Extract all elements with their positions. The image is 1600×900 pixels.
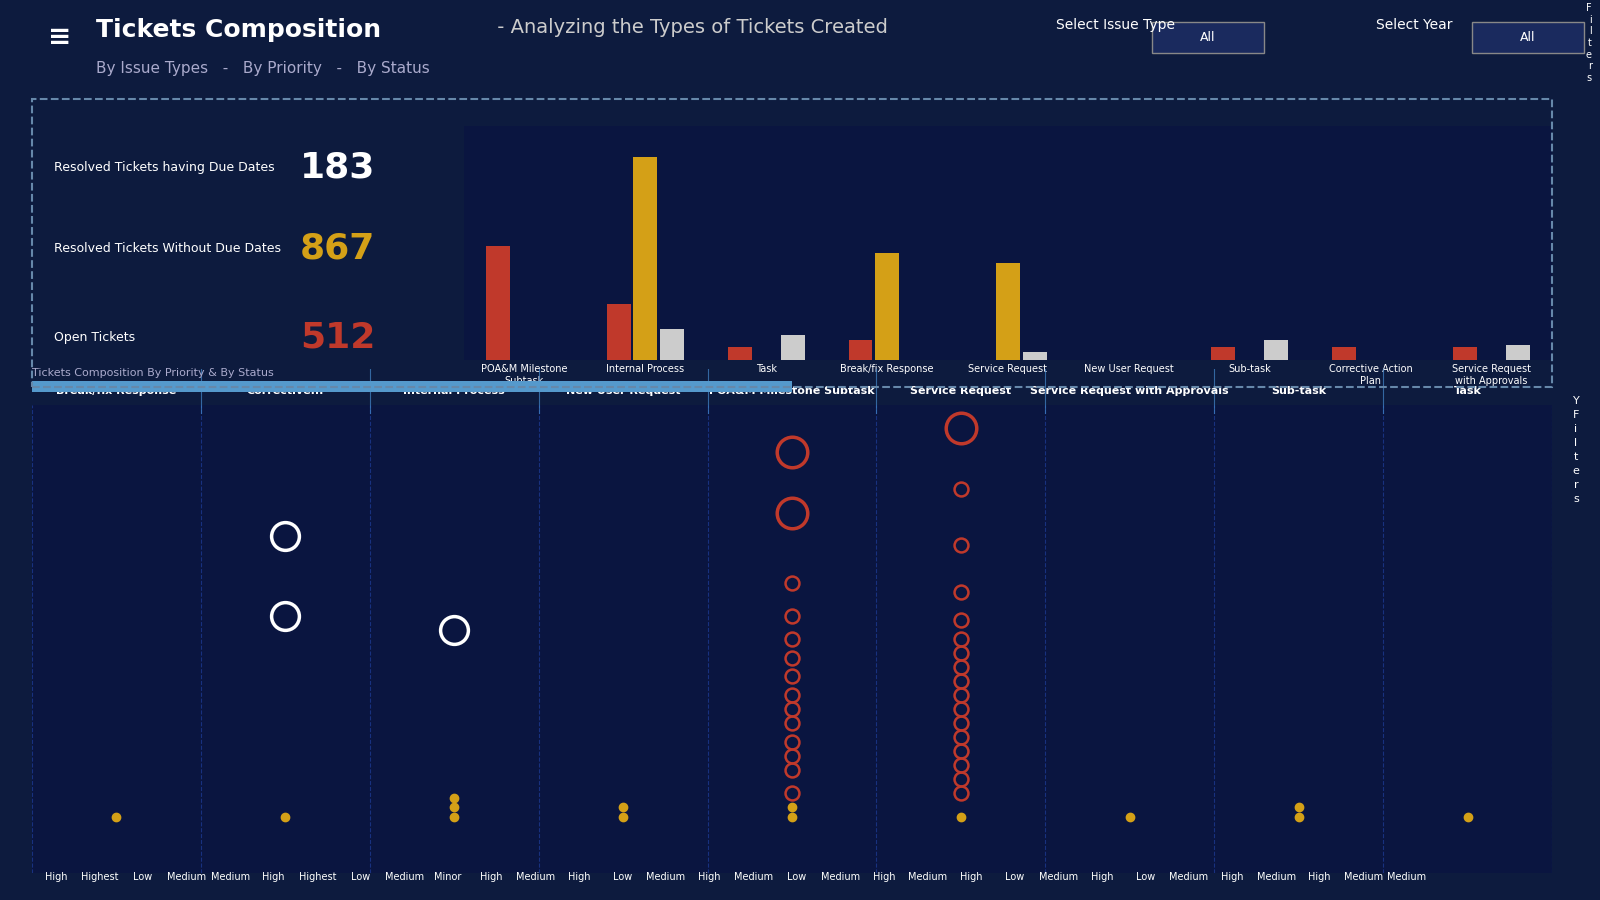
Text: Minor: Minor [434,872,462,882]
Text: Medium: Medium [1170,872,1208,882]
Bar [848,339,872,360]
Text: Medium: Medium [1256,872,1296,882]
Bar [1211,347,1235,360]
Bar [659,329,683,360]
Text: Y
F
i
l
t
e
r
s: Y F i l t e r s [1586,0,1592,83]
Text: Medium: Medium [646,872,685,882]
Text: Open Tickets: Open Tickets [54,331,134,344]
Text: High: High [45,872,67,882]
Text: Medium: Medium [1344,872,1382,882]
FancyBboxPatch shape [1152,22,1264,52]
Bar [1453,347,1477,360]
Bar [1264,339,1288,360]
Text: Highest: Highest [80,872,118,882]
Text: Low: Low [1005,872,1024,882]
Text: Y
F
i
l
t
e
r
s: Y F i l t e r s [1573,396,1579,504]
Text: Select Year: Select Year [1376,18,1453,32]
Bar [1022,353,1046,360]
Bar [781,335,805,360]
Bar [875,253,899,360]
Text: High: High [872,872,894,882]
Text: POA&M Milestone Subtask: POA&M Milestone Subtask [709,386,875,397]
Text: Low: Low [613,872,632,882]
Text: By Issue Types   -   By Priority   -   By Status: By Issue Types - By Priority - By Status [96,61,430,76]
Bar [606,304,630,360]
Text: High: High [262,872,285,882]
Text: Low: Low [787,872,806,882]
Text: Medium: Medium [821,872,859,882]
Text: Corrective...: Corrective... [246,386,325,397]
Text: Task: Task [1454,386,1482,397]
Text: High: High [1221,872,1243,882]
Bar [997,264,1019,360]
Bar [634,157,658,360]
Text: Medium: Medium [386,872,424,882]
Text: Medium: Medium [1387,872,1427,882]
Text: Tickets Composition: Tickets Composition [96,18,381,41]
Text: Resolved Tickets having Due Dates: Resolved Tickets having Due Dates [54,161,274,174]
Text: All: All [1520,31,1536,44]
Text: Highest: Highest [299,872,336,882]
Bar [486,246,510,360]
FancyBboxPatch shape [1472,22,1584,52]
Text: Medium: Medium [515,872,555,882]
Text: 512: 512 [299,320,376,355]
Text: Medium: Medium [733,872,773,882]
Bar [1506,345,1530,360]
Text: Medium: Medium [166,872,206,882]
Text: High: High [480,872,502,882]
Text: High: High [568,872,590,882]
Text: Service Request with Approvals: Service Request with Approvals [1030,386,1229,397]
Text: Select Issue Type: Select Issue Type [1056,18,1174,32]
Bar [1333,347,1357,360]
Text: Internal Process: Internal Process [403,386,506,397]
Text: Tickets Composition By Priority & By Status: Tickets Composition By Priority & By Sta… [32,368,274,379]
Text: Low: Low [133,872,152,882]
Text: Resolved Tickets Without Due Dates: Resolved Tickets Without Due Dates [54,242,280,255]
Text: 867: 867 [299,231,376,266]
Text: Service Request: Service Request [910,386,1011,397]
Text: All: All [1200,31,1216,44]
FancyBboxPatch shape [32,381,792,392]
Text: High: High [698,872,720,882]
Text: Low: Low [1136,872,1155,882]
Text: Low: Low [352,872,371,882]
Text: Break/fix Response: Break/fix Response [56,386,176,397]
Text: Sub-task: Sub-task [1270,386,1326,397]
Text: ≡: ≡ [48,22,72,50]
Text: 183: 183 [299,150,376,184]
Text: New User Request: New User Request [566,386,680,397]
Text: Medium: Medium [1038,872,1078,882]
Text: High: High [960,872,982,882]
Text: Medium: Medium [907,872,947,882]
Text: - Analyzing the Types of Tickets Created: - Analyzing the Types of Tickets Created [491,18,888,37]
Text: Medium: Medium [211,872,250,882]
Text: High: High [1309,872,1331,882]
Text: High: High [1091,872,1114,882]
Bar [728,347,752,360]
